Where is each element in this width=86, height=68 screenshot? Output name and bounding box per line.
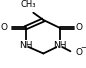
Text: CH₃: CH₃ [21,0,36,9]
Text: O: O [0,23,7,32]
Text: NH: NH [53,41,66,50]
Text: −: − [80,45,86,51]
Text: O: O [76,23,83,32]
Text: NH: NH [19,41,32,50]
Text: O: O [75,48,82,57]
